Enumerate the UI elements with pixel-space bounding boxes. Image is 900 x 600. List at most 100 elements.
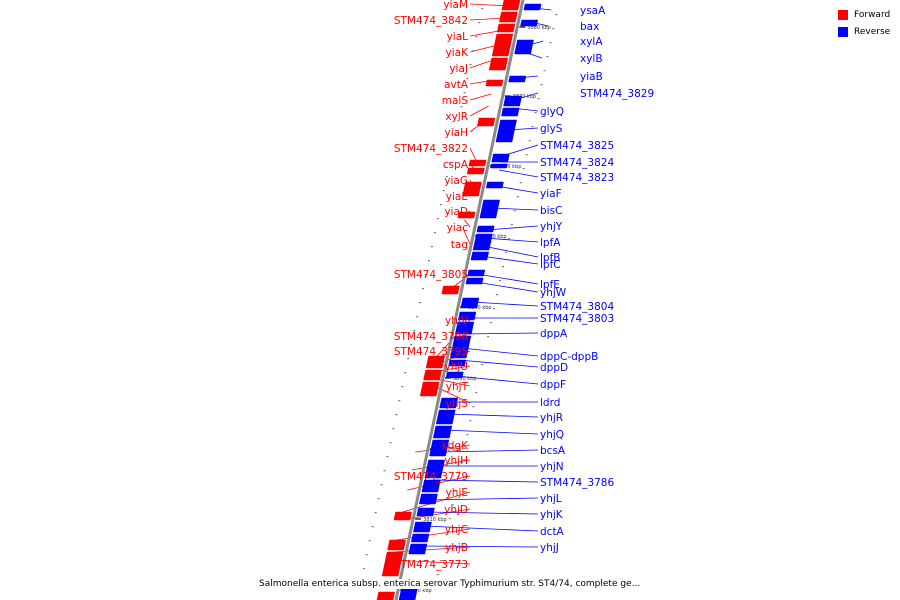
forward-gene-arrow <box>488 57 509 71</box>
reverse-gene-arrow <box>514 49 532 55</box>
reverse-gene-arrow <box>472 241 492 251</box>
reverse-gene-arrow <box>508 75 527 83</box>
reverse-gene-label: STM474_3803 <box>540 313 614 325</box>
leader-reverse <box>475 281 539 293</box>
forward-gene-label: yiac <box>447 222 469 234</box>
minor-tick <box>475 36 478 38</box>
reverse-gene-label: dppA <box>540 328 568 340</box>
leader-reverse <box>447 413 539 418</box>
minor-tick <box>371 526 374 528</box>
reverse-gene-label: STM474_3823 <box>540 172 614 184</box>
scale-tick-label: 3850 kbp <box>483 234 507 240</box>
forward-swatch <box>838 10 848 20</box>
reverse-gene-label: yiaF <box>540 188 562 200</box>
leader-reverse <box>439 449 539 453</box>
reverse-gene-arrow <box>432 425 453 439</box>
forward-gene-label: yiaJ <box>449 63 468 75</box>
minor-tick <box>413 330 416 332</box>
forward-gene-arrow <box>393 511 412 521</box>
leader-reverse <box>458 359 539 368</box>
forward-gene-label: malS <box>442 95 469 107</box>
minor-tick <box>534 112 537 114</box>
minor-tick <box>463 448 466 450</box>
minor-tick <box>537 98 540 100</box>
minor-tick <box>543 70 546 72</box>
leader-reverse <box>480 255 539 265</box>
reverse-gene-label: STM474_3824 <box>540 157 614 169</box>
minor-tick <box>493 308 496 310</box>
forward-gene-label: cspA <box>443 159 469 171</box>
minor-tick <box>472 406 475 408</box>
forward-gene-arrow <box>499 11 518 23</box>
leader-reverse <box>482 245 539 258</box>
reverse-gene-label: yhjL <box>540 493 562 505</box>
reverse-gene-arrow <box>520 19 539 27</box>
reverse-gene-arrow <box>410 533 430 543</box>
minor-tick <box>499 280 502 282</box>
minor-tick <box>507 238 510 240</box>
minor-tick <box>451 148 454 150</box>
reverse-gene-arrow <box>439 397 459 409</box>
leader-reverse <box>484 237 539 243</box>
reverse-gene-arrow <box>503 95 522 107</box>
reverse-gene-label: ysaA <box>580 5 606 17</box>
forward-gene-label: yhjD <box>444 504 468 516</box>
minor-tick <box>389 442 392 444</box>
minor-tick <box>439 560 442 562</box>
reverse-gene-arrow <box>476 225 495 233</box>
reverse-gene-arrow <box>429 439 450 457</box>
legend-reverse-label: Reverse <box>854 27 891 37</box>
leader-reverse <box>464 332 539 335</box>
reverse-gene-label: dppF <box>540 379 566 391</box>
forward-gene-label: yhjB <box>445 542 468 554</box>
minor-tick <box>398 400 401 402</box>
forward-gene-label: STM474_3773 <box>394 559 468 571</box>
minor-tick <box>445 176 448 178</box>
minor-tick <box>457 120 460 122</box>
forward-gene-arrow <box>494 33 514 43</box>
reverse-gene-arrow <box>465 277 484 285</box>
minor-tick <box>478 378 481 380</box>
forward-gene-label: yiaG <box>444 175 468 187</box>
forward-gene-label: yhjV <box>445 315 469 327</box>
reverse-gene-label: ldrd <box>540 397 560 409</box>
reverse-gene-arrow <box>421 479 441 493</box>
forward-gene-label: yiaK <box>446 47 470 59</box>
reverse-gene-arrow <box>497 119 517 133</box>
forward-gene-arrow <box>477 117 496 127</box>
minor-tick <box>404 372 407 374</box>
scale-tick-label: 3860 kbp <box>498 164 522 170</box>
reverse-gene-label: STM474_3825 <box>540 140 614 152</box>
minor-tick <box>496 294 499 296</box>
reverse-gene-label: lpfC <box>540 259 561 271</box>
reverse-gene-arrow <box>490 163 508 169</box>
leader-reverse <box>476 273 539 285</box>
forward-gene-arrow <box>496 23 516 33</box>
minor-tick <box>528 140 531 142</box>
reverse-gene-label: yhjY <box>540 221 563 233</box>
forward-gene-label: yiaE <box>446 191 468 203</box>
minor-tick <box>416 316 419 318</box>
minor-tick <box>368 540 371 542</box>
reverse-gene-arrow <box>449 345 470 359</box>
minor-tick <box>475 392 478 394</box>
reverse-gene-label: yiaB <box>580 71 603 83</box>
reverse-gene-label: STM474_3829 <box>580 88 654 100</box>
reverse-gene-label: dctA <box>540 526 565 538</box>
forward-gene-arrow <box>376 591 396 600</box>
reverse-gene-label: lpfE <box>540 279 560 291</box>
minor-tick <box>525 154 528 156</box>
forward-gene-label: xylR <box>445 111 468 123</box>
minor-tick <box>513 210 516 212</box>
minor-tick <box>546 56 549 58</box>
scale-tick-label: 3820 kbp <box>438 447 462 453</box>
forward-gene-arrow <box>485 79 504 87</box>
reverse-gene-arrow <box>523 3 542 11</box>
reverse-gene-label: bcsA <box>540 445 566 457</box>
minor-tick <box>392 428 395 430</box>
minor-tick <box>419 302 422 304</box>
forward-gene-arrow <box>462 189 481 197</box>
minor-tick <box>519 182 522 184</box>
backbone-line <box>394 0 525 600</box>
scale-tick-label: 3880 kbp <box>527 25 551 31</box>
